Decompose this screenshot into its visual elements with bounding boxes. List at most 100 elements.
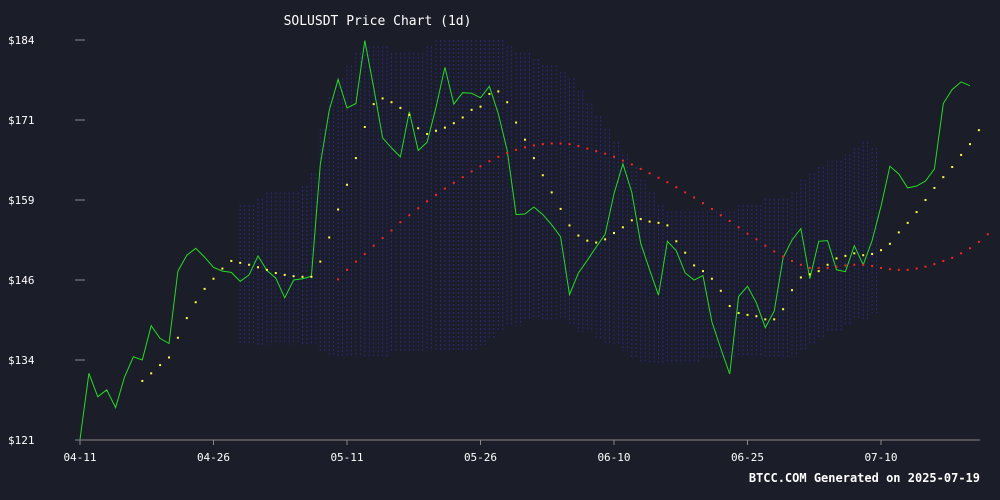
fast-ma-dot	[773, 318, 776, 321]
fast-ma-dot	[613, 232, 615, 235]
fast-ma-dot	[506, 101, 509, 104]
x-tick-label: 04-26	[197, 451, 230, 464]
slow-ma-dot	[568, 143, 571, 146]
y-tick-label: $171	[8, 114, 35, 127]
fast-ma-dot	[977, 129, 980, 132]
fast-ma-dot	[924, 199, 927, 201]
fast-ma-dot	[702, 270, 704, 273]
slow-ma-dot	[826, 266, 829, 269]
x-tick-label: 04-11	[63, 451, 96, 464]
slow-ma-dot	[417, 207, 420, 210]
fast-ma-dot	[203, 287, 206, 290]
slow-ma-dot	[897, 268, 900, 271]
x-tick-label: 06-25	[731, 451, 764, 464]
y-tick-label: $146	[8, 274, 35, 287]
slow-ma-dot	[906, 268, 909, 271]
fast-ma-dot	[541, 174, 544, 177]
slow-ma-dot	[693, 196, 696, 199]
slow-ma-dot	[969, 247, 971, 250]
x-tick-label: 05-11	[330, 451, 363, 464]
fast-ma-dot	[532, 157, 535, 160]
fast-ma-dot	[888, 242, 891, 245]
fast-ma-dot	[141, 379, 144, 382]
fast-ma-dot	[212, 277, 215, 280]
fast-ma-dot	[657, 221, 660, 224]
chart-series	[79, 40, 989, 440]
slow-ma-dot	[363, 252, 366, 255]
slow-ma-dot	[381, 237, 384, 240]
slow-ma-dot	[728, 219, 731, 222]
slow-ma-dot	[862, 263, 865, 266]
fast-ma-dot	[853, 252, 856, 255]
fast-ma-dot	[710, 277, 713, 280]
fast-ma-dot	[337, 208, 340, 211]
fast-ma-dot	[168, 356, 170, 359]
slow-ma-dot	[782, 255, 785, 258]
fast-ma-dot	[283, 273, 286, 276]
slow-ma-dot	[960, 252, 963, 255]
fast-ma-dot	[301, 275, 304, 278]
slow-ma-dot	[461, 176, 464, 179]
fast-ma-dot	[906, 221, 909, 224]
y-tick-label: $121	[8, 434, 35, 447]
slow-ma-dot	[924, 265, 927, 268]
fast-ma-dot	[274, 272, 277, 275]
fast-ma-dot	[666, 224, 669, 227]
slow-ma-dot	[915, 267, 918, 270]
slow-ma-dot	[372, 244, 375, 247]
slow-ma-dot	[702, 202, 704, 205]
slow-ma-dot	[817, 266, 820, 269]
fast-ma-dot	[630, 219, 633, 222]
slow-ma-dot	[354, 260, 357, 263]
fast-ma-dot	[951, 165, 954, 168]
y-tick-label: $184	[8, 34, 35, 47]
slow-ma-dot	[559, 142, 562, 145]
slow-ma-dot	[684, 191, 687, 194]
fast-ma-dot	[817, 270, 820, 273]
slow-ma-dot	[337, 278, 340, 281]
y-tick-label: $134	[8, 354, 35, 367]
fast-ma-dot	[880, 249, 882, 252]
slow-ma-dot	[933, 263, 936, 266]
slow-ma-dot	[577, 145, 580, 148]
slow-ma-dot	[755, 238, 758, 241]
fast-ma-dot	[328, 236, 331, 239]
fast-ma-dot	[621, 226, 624, 229]
fast-ma-dot	[862, 254, 865, 257]
slow-ma-dot	[470, 170, 473, 173]
slow-ma-dot	[835, 265, 838, 268]
fast-ma-dot	[604, 238, 607, 241]
slow-ma-dot	[799, 263, 802, 266]
fast-ma-dot	[871, 252, 874, 255]
fast-ma-dot	[461, 116, 464, 119]
slow-ma-dot	[888, 268, 891, 271]
fast-ma-dot	[479, 105, 482, 108]
fast-ma-dot	[452, 122, 455, 125]
y-tick-label: $159	[8, 194, 35, 207]
fast-ma-dot	[257, 266, 259, 269]
slow-ma-dot	[639, 167, 642, 170]
fast-ma-dot	[524, 138, 526, 141]
fast-ma-dot	[568, 224, 571, 227]
slow-ma-dot	[719, 214, 722, 217]
x-axis-ticks: 04-11 04-26 05-11 05-26 06-10 06-25 07-10	[63, 440, 898, 464]
fast-ma-dot	[470, 108, 473, 111]
chart-title: SOLUSDT Price Chart (1d)	[283, 14, 472, 29]
fast-ma-dot	[648, 220, 651, 223]
slow-ma-dot	[986, 233, 989, 236]
slow-ma-dot	[408, 214, 411, 217]
fast-ma-dot	[764, 318, 767, 321]
slow-ma-dot	[541, 143, 544, 146]
slow-ma-dot	[880, 266, 882, 269]
fast-ma-dot	[684, 251, 687, 254]
fast-ma-dot	[577, 234, 580, 237]
slow-ma-dot	[746, 232, 749, 235]
slow-ma-dot	[977, 240, 980, 243]
fast-ma-dot	[559, 207, 562, 210]
slow-ma-dot	[710, 207, 713, 210]
fast-ma-dot	[933, 186, 936, 189]
fast-ma-dot	[194, 301, 197, 304]
fast-ma-dot	[799, 276, 802, 279]
fast-ma-dot	[897, 231, 900, 234]
